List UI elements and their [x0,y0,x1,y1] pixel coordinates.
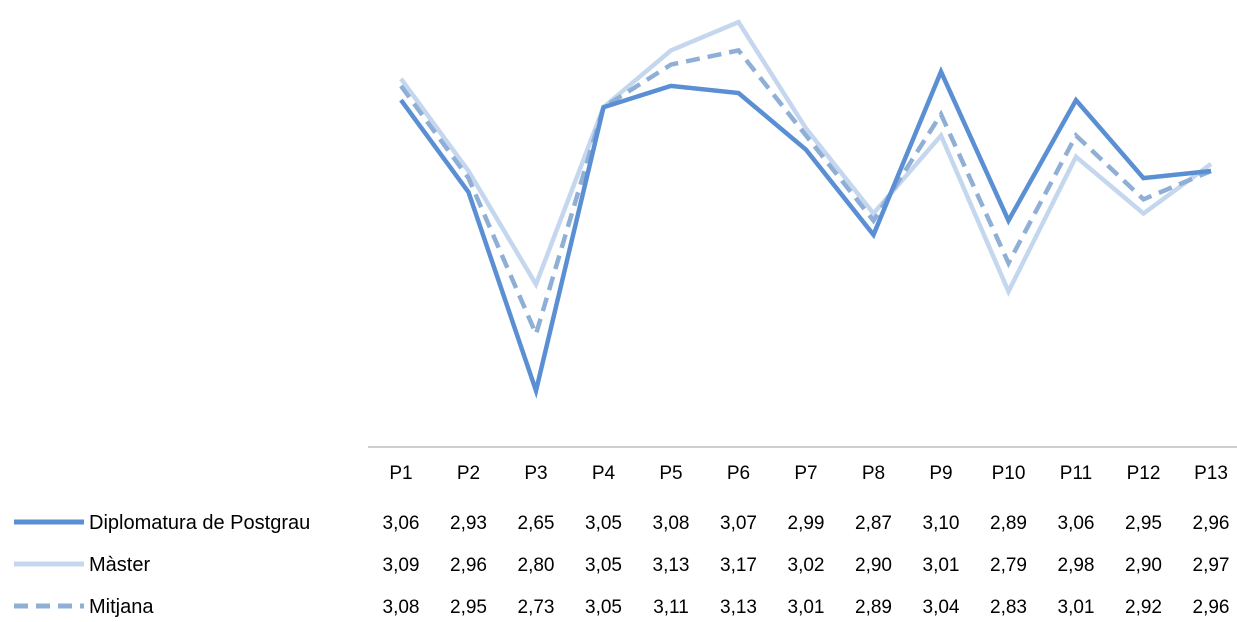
data-label: 3,11 [653,597,689,618]
data-label: 2,89 [990,513,1027,534]
data-point [669,48,673,52]
data-point [1007,261,1011,265]
data-point [804,148,808,152]
category-label: P9 [929,463,952,484]
category-label: P7 [794,463,817,484]
data-point [399,98,403,102]
data-label: 3,10 [923,513,960,534]
data-label: 3,04 [923,597,960,618]
data-label: 3,01 [923,555,960,576]
data-label: 2,93 [450,513,487,534]
data-point [1142,212,1146,216]
data-point [939,112,943,116]
data-point [534,389,538,393]
category-label: P2 [457,463,480,484]
series-line-0 [399,66,1212,399]
legend-label: Diplomatura de Postgrau [89,512,310,534]
category-label: P4 [592,463,616,484]
data-label: 2,90 [1125,555,1162,576]
data-label: 2,79 [990,555,1027,576]
data-label: 3,01 [788,597,825,618]
data-point [1209,169,1213,173]
data-point [737,20,741,24]
data-label: 3,06 [383,513,420,534]
data-point [872,219,876,223]
data-point [737,48,741,52]
data-label: 2,95 [1125,513,1162,534]
data-label: 2,98 [1058,555,1095,576]
data-label: 2,99 [788,513,825,534]
data-point [467,190,471,194]
data-point [399,77,403,81]
data-label: 3,05 [585,597,622,618]
data-label: 3,02 [788,555,825,576]
legend-label: Màster [89,554,150,576]
data-point [804,126,808,130]
category-label: P8 [862,463,885,484]
data-point [534,332,538,336]
data-label: 2,96 [450,555,487,576]
plot-area [399,19,1213,399]
data-point [534,282,538,286]
data-point [1074,155,1078,159]
data-label: 2,96 [1193,513,1230,534]
data-point [1074,134,1078,138]
data-label: 2,65 [518,513,555,534]
data-label: 3,08 [383,597,420,618]
data-point [602,105,606,109]
data-point [872,233,876,237]
data-point [1074,98,1078,102]
data-label: 2,73 [518,597,555,618]
legend-label: Mitjana [89,596,154,618]
data-label: 3,08 [653,513,690,534]
category-label: P11 [1060,463,1092,484]
data-point [737,91,741,95]
data-point [1007,219,1011,223]
data-label: 2,96 [1193,597,1230,618]
data-point [804,134,808,138]
data-point [939,134,943,138]
category-label: P1 [389,463,412,484]
data-point [1209,162,1213,166]
series-line-2 [399,47,1212,341]
data-table: P1 P2 P3 P4 P5 P6 P7 P8 P9 P10 P11 P12 P13 Diplomatur… [14,463,1229,618]
data-label: 2,92 [1125,597,1162,618]
data-label: 2,83 [990,597,1027,618]
data-point [467,169,471,173]
data-label: 3,06 [1058,513,1095,534]
data-label: 3,01 [1058,597,1095,618]
data-label: 2,89 [855,597,892,618]
data-label: 3,09 [383,555,420,576]
category-label: P10 [992,463,1026,484]
series-line-1 [399,19,1213,297]
data-label: 2,95 [450,597,487,618]
category-label: P3 [524,463,547,484]
category-label: P5 [659,463,682,484]
data-label: 2,90 [855,555,892,576]
data-label: 3,17 [720,555,757,576]
data-label: 3,05 [585,513,622,534]
data-label: 3,05 [585,555,622,576]
data-point [399,84,403,88]
data-point [1142,197,1146,201]
data-label: 2,80 [518,555,555,576]
data-point [467,176,471,180]
data-label: 2,97 [1193,555,1230,576]
category-label: P6 [727,463,750,484]
data-point [669,84,673,88]
data-point [669,63,673,67]
data-label: 3,13 [720,597,757,618]
data-point [1142,176,1146,180]
data-label: 3,07 [720,513,757,534]
data-label: 3,13 [653,555,690,576]
data-label: 2,87 [855,513,892,534]
data-point [1007,290,1011,294]
data-point [939,70,943,74]
category-label: P13 [1194,463,1228,484]
category-label: P12 [1127,463,1161,484]
